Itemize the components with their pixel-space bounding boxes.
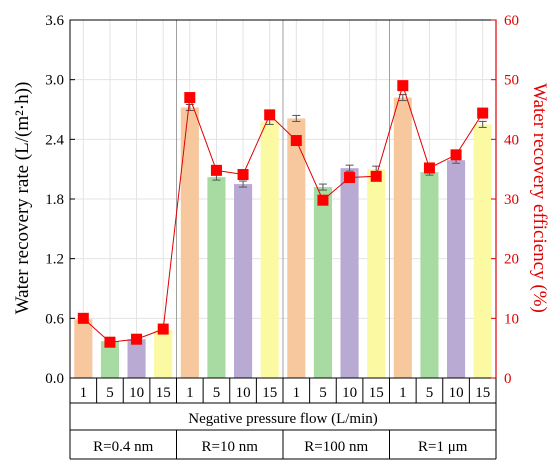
bar-layer	[74, 94, 492, 379]
x-tick-label: 1	[293, 385, 301, 401]
efficiency-marker	[131, 333, 143, 345]
x-tick-label: 1	[186, 385, 194, 401]
efficiency-marker	[344, 172, 356, 184]
right-tick-label: 20	[504, 252, 519, 268]
efficiency-marker	[77, 312, 89, 324]
group-label: R=0.4 nm	[93, 439, 153, 455]
left-tick-label: 0.6	[45, 311, 64, 327]
category-table: 1 5 10 15 1 5 10 15 1 5 10 15 1 5 10 15R=0.4 nm R=10 nm R…	[69, 378, 497, 460]
efficiency-marker	[104, 336, 116, 348]
left-tick-label: 1.2	[45, 252, 64, 268]
bar	[313, 187, 332, 378]
bar	[127, 339, 146, 378]
left-tick-label: 1.8	[45, 192, 64, 208]
right-tick-label: 50	[504, 73, 519, 89]
x-tick-label: 5	[319, 385, 327, 401]
right-tick-label: 40	[504, 132, 519, 148]
left-tick-label: 0.0	[45, 371, 64, 387]
x-tick-label: 5	[426, 385, 434, 401]
efficiency-marker	[237, 169, 249, 181]
bar	[473, 124, 492, 379]
efficiency-marker	[423, 162, 435, 174]
bar	[234, 184, 253, 378]
efficiency-marker	[264, 109, 276, 121]
left-tick-label: 2.4	[45, 132, 64, 148]
right-tick-label: 0	[504, 371, 512, 387]
bar	[420, 172, 439, 378]
bar	[207, 177, 226, 378]
line-layer	[77, 80, 489, 348]
bar	[74, 319, 93, 378]
bar	[260, 121, 279, 378]
bar	[180, 107, 199, 378]
group-label: R=10 nm	[202, 439, 259, 455]
bar	[447, 160, 466, 378]
bar	[393, 97, 412, 379]
bar	[100, 341, 119, 378]
x-tick-label: 5	[213, 385, 221, 401]
efficiency-line	[82, 83, 484, 343]
efficiency-marker	[450, 149, 462, 161]
efficiency-marker	[184, 92, 196, 104]
bar	[367, 169, 386, 378]
right-tick-label: 10	[504, 311, 519, 327]
x-tick-label: 15	[262, 385, 277, 401]
bar	[340, 168, 359, 378]
x-tick-label: 15	[156, 385, 171, 401]
efficiency-marker	[397, 80, 409, 92]
x-tick-label: 5	[106, 385, 114, 401]
efficiency-marker	[477, 107, 489, 119]
group-label: R=100 nm	[304, 439, 368, 455]
x-tick-label: 1	[399, 385, 407, 401]
x-tick-label: 10	[129, 385, 144, 401]
x-tick-label: 15	[369, 385, 384, 401]
x-axis-title: Negative pressure flow (L/min)	[188, 411, 378, 427]
right-tick-label: 60	[504, 13, 519, 29]
x-tick-label: 1	[80, 385, 88, 401]
bar	[287, 118, 306, 378]
axis-layer: 0.0 0.6 1.2 1.8 2.4 3.0 3.6 0 10 20 30 40 50 60	[45, 13, 519, 387]
x-tick-label: 15	[475, 385, 490, 401]
group-label: R=1 μm	[418, 439, 468, 455]
x-tick-label: 10	[449, 385, 464, 401]
bar	[154, 330, 173, 378]
left-axis-title: Water recovery rate (L/(m²·h))	[12, 82, 33, 315]
efficiency-marker	[290, 135, 302, 147]
right-tick-label: 30	[504, 192, 519, 208]
efficiency-marker	[317, 194, 329, 206]
x-tick-label: 10	[236, 385, 251, 401]
x-tick-label: 10	[342, 385, 357, 401]
efficiency-marker	[210, 164, 222, 176]
efficiency-marker	[157, 323, 169, 335]
left-tick-label: 3.6	[45, 13, 64, 29]
efficiency-marker	[370, 170, 382, 182]
left-tick-label: 3.0	[45, 73, 64, 89]
right-axis-title: Water recovery efficiency (%)	[529, 83, 550, 313]
